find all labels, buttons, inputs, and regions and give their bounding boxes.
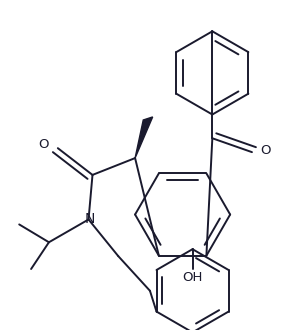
Text: O: O (260, 144, 270, 157)
Text: OH: OH (182, 271, 203, 284)
Text: N: N (84, 212, 95, 226)
Polygon shape (135, 117, 153, 158)
Text: O: O (38, 138, 49, 151)
